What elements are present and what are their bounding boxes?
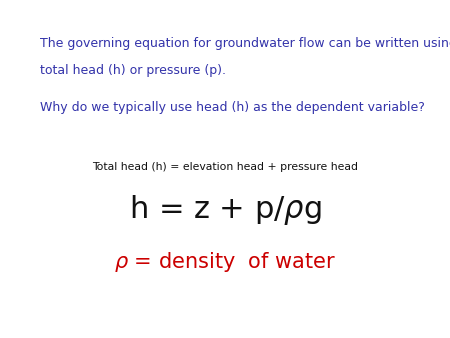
Text: The governing equation for groundwater flow can be written using: The governing equation for groundwater f… <box>40 37 450 50</box>
Text: h = z + p/$\rho$g: h = z + p/$\rho$g <box>129 193 321 227</box>
Text: total head (h) or pressure (p).: total head (h) or pressure (p). <box>40 64 226 77</box>
Text: Total head (h) = elevation head + pressure head: Total head (h) = elevation head + pressu… <box>92 162 358 172</box>
Text: $\rho$ = density  of water: $\rho$ = density of water <box>114 250 336 274</box>
Text: Why do we typically use head (h) as the dependent variable?: Why do we typically use head (h) as the … <box>40 101 425 114</box>
